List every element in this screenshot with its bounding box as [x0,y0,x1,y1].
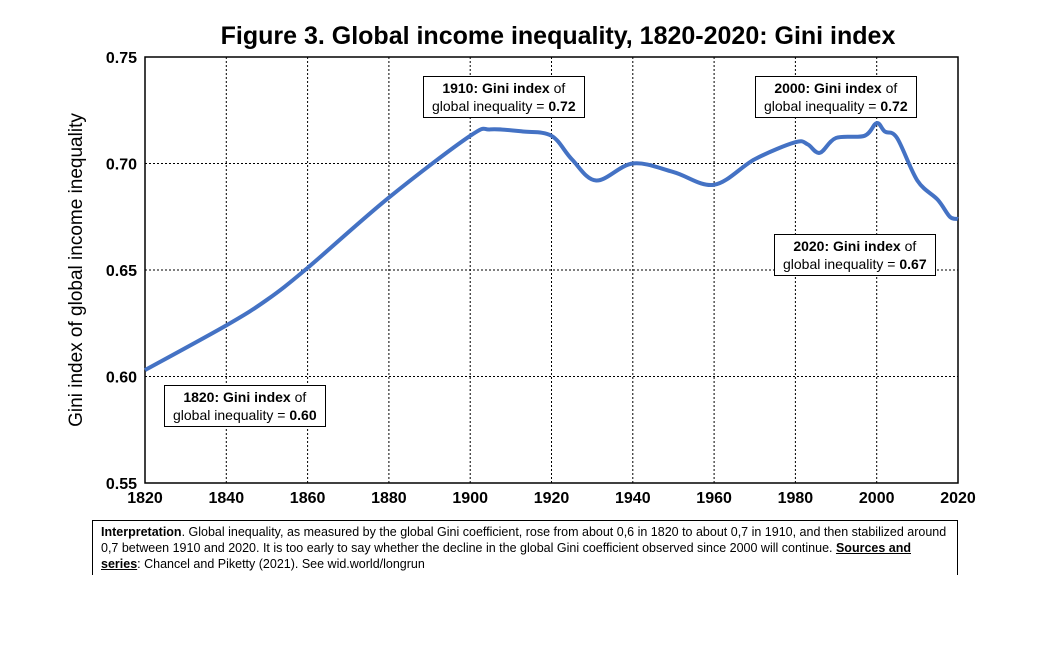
x-tick-label: 2020 [940,490,976,507]
annotation-2000: 2000: Gini index of global inequality = 0… [755,76,917,118]
x-tick-label: 1860 [290,490,326,507]
y-tick-label: 0.75 [106,50,137,67]
x-tick-label: 1920 [534,490,570,507]
interpretation-note: Interpretation. Global inequality, as me… [92,520,958,575]
x-tick-label: 1820 [127,490,163,507]
y-tick-label: 0.60 [106,370,137,387]
chart-title: Figure 3. Global income inequality, 1820… [221,22,896,50]
annotation-1910: 1910: Gini index of global inequality = 0… [423,76,585,118]
x-tick-label: 1940 [615,490,651,507]
x-tick-label: 1880 [371,490,407,507]
y-axis-label: Gini index of global income inequality [66,113,87,427]
x-tick-label: 1900 [452,490,488,507]
y-tick-label: 0.70 [106,157,137,174]
plot-frame [144,56,959,484]
annotation-2020: 2020: Gini index of global inequality = 0… [774,234,936,276]
x-tick-label: 1980 [778,490,814,507]
annotation-1820: 1820: Gini index of global inequality = 0… [164,385,326,427]
x-tick-label: 1840 [209,490,245,507]
series-line [144,121,959,372]
y-tick-label: 0.55 [106,476,137,493]
y-tick-label: 0.65 [106,263,137,280]
x-tick-label: 2000 [859,490,895,507]
x-tick-label: 1960 [696,490,732,507]
